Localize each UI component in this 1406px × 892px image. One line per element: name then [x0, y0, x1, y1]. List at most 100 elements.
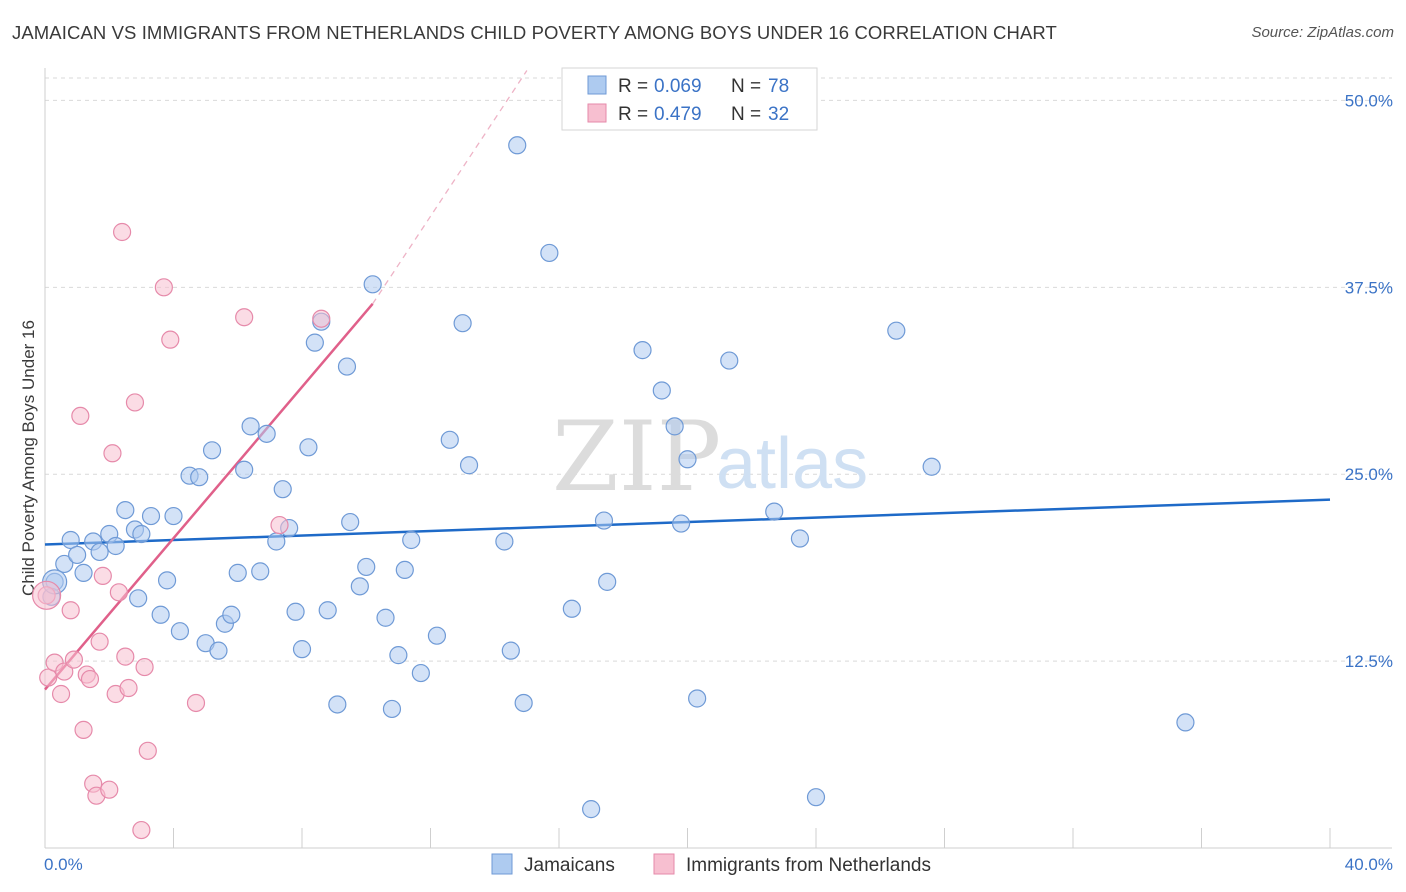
y-axis-label: Child Poverty Among Boys Under 16: [19, 320, 38, 596]
legend-netherlands: Immigrants from Netherlands: [686, 855, 931, 876]
jamaicans-point: [806, 788, 826, 807]
watermark-atlas: atlas: [716, 424, 868, 504]
jamaicans-point: [411, 663, 430, 683]
legend-n-label: N =: [731, 76, 761, 97]
jamaicans-point: [337, 357, 357, 376]
correlation-legend: R = 0.069 N = 78 R = 0.479 N = 32: [561, 67, 818, 131]
netherlands-point: [39, 668, 58, 687]
x-tick-label: 40.0%: [1345, 855, 1393, 874]
jamaicans-point: [922, 457, 941, 476]
netherlands-point: [161, 330, 180, 349]
jamaicans-point: [116, 500, 135, 520]
jamaicans-point: [90, 542, 109, 562]
jamaicans-point: [357, 557, 376, 577]
jamaicans-point: [562, 599, 581, 618]
y-tick-label: 50.0%: [1345, 91, 1393, 110]
legend-swatch-netherlands: [653, 853, 675, 875]
legend-r-value: 0.479: [654, 104, 702, 125]
jamaicans-point: [678, 450, 697, 469]
legend-n-label: N =: [731, 104, 761, 125]
netherlands-point: [103, 444, 122, 463]
netherlands-point: [55, 662, 74, 681]
netherlands-points: [32, 222, 331, 840]
jamaicans-point: [251, 562, 270, 581]
jamaicans-point: [61, 530, 80, 550]
netherlands-point: [132, 820, 151, 840]
jamaicans-point: [720, 351, 739, 370]
jamaicans-point: [328, 695, 347, 714]
netherlands-point: [74, 720, 93, 739]
jamaicans-point: [341, 512, 360, 532]
netherlands-point: [100, 780, 119, 799]
jamaicans-point: [389, 646, 408, 665]
legend-jamaicans: Jamaicans: [524, 855, 615, 876]
netherlands-point: [71, 406, 90, 426]
jamaicans-point: [501, 641, 520, 660]
jamaicans-point: [318, 601, 337, 620]
source-label: Source: ZipAtlas.com: [1251, 24, 1394, 41]
jamaicans-point: [1176, 713, 1195, 732]
jamaicans-point: [427, 626, 447, 645]
jamaicans-point: [157, 571, 177, 590]
jamaicans-point: [257, 424, 276, 443]
netherlands-point: [80, 669, 100, 689]
jamaicans-point: [68, 545, 87, 565]
jamaicans-point: [495, 532, 514, 551]
legend-swatch-blue: [587, 75, 607, 95]
x-tick-labels: 0.0% 40.0%: [44, 855, 1393, 874]
jamaicans-point: [514, 693, 533, 713]
jamaicans-point: [382, 699, 402, 719]
jamaicans-point: [665, 417, 684, 436]
x-tick-label: 0.0%: [44, 855, 83, 874]
jamaicans-point: [151, 605, 170, 624]
netherlands-trend-extension: [372, 70, 528, 305]
jamaicans-point: [55, 554, 74, 574]
jamaicans-point: [106, 536, 125, 556]
netherlands-point: [154, 278, 173, 297]
jamaicans-point: [598, 572, 617, 591]
jamaicans-point: [790, 529, 810, 548]
netherlands-point: [135, 657, 154, 677]
jamaicans-point: [540, 243, 559, 263]
netherlands-point: [125, 393, 145, 412]
netherlands-trend-line: [44, 302, 374, 691]
jamaicans-point: [235, 460, 254, 479]
netherlands-point: [112, 222, 132, 242]
legend-r-label: R =: [618, 104, 648, 125]
jamaicans-point: [765, 502, 784, 521]
jamaicans-point: [129, 589, 148, 608]
jamaicans-point: [508, 136, 527, 155]
netherlands-point: [51, 684, 71, 704]
legend-swatch-pink: [587, 103, 607, 123]
jamaicans-point: [273, 480, 292, 499]
jamaicans-point: [74, 563, 93, 582]
y-tick-label: 12.5%: [1345, 652, 1393, 671]
jamaicans-point: [376, 608, 395, 627]
grid-lines: [45, 77, 1392, 662]
jamaicans-point: [440, 430, 459, 449]
legend-r-value: 0.069: [654, 76, 702, 97]
legend-swatch-jamaicans: [491, 853, 513, 875]
jamaicans-point: [132, 524, 151, 544]
jamaicans-point: [582, 800, 601, 819]
legend-n-value: 78: [768, 76, 789, 97]
jamaicans-point: [887, 321, 906, 340]
jamaicans-point: [363, 275, 382, 294]
netherlands-point: [270, 515, 289, 535]
jamaicans-point: [228, 563, 247, 582]
y-tick-label: 37.5%: [1345, 278, 1393, 297]
chart-title: JAMAICAN VS IMMIGRANTS FROM NETHERLANDS …: [12, 22, 1057, 43]
jamaicans-point: [395, 560, 414, 580]
y-tick-labels: 12.5% 25.0% 37.5% 50.0%: [1345, 91, 1393, 671]
jamaicans-point: [402, 530, 421, 550]
trend-lines: [44, 70, 1331, 691]
legend-n-value: 32: [768, 104, 789, 125]
jamaicans-point: [286, 602, 305, 621]
jamaicans-point: [671, 514, 691, 533]
jamaicans-point: [292, 640, 312, 659]
netherlands-point: [109, 583, 128, 602]
netherlands-point: [64, 650, 84, 669]
netherlands-point: [61, 601, 80, 620]
jamaicans-point: [688, 689, 707, 708]
